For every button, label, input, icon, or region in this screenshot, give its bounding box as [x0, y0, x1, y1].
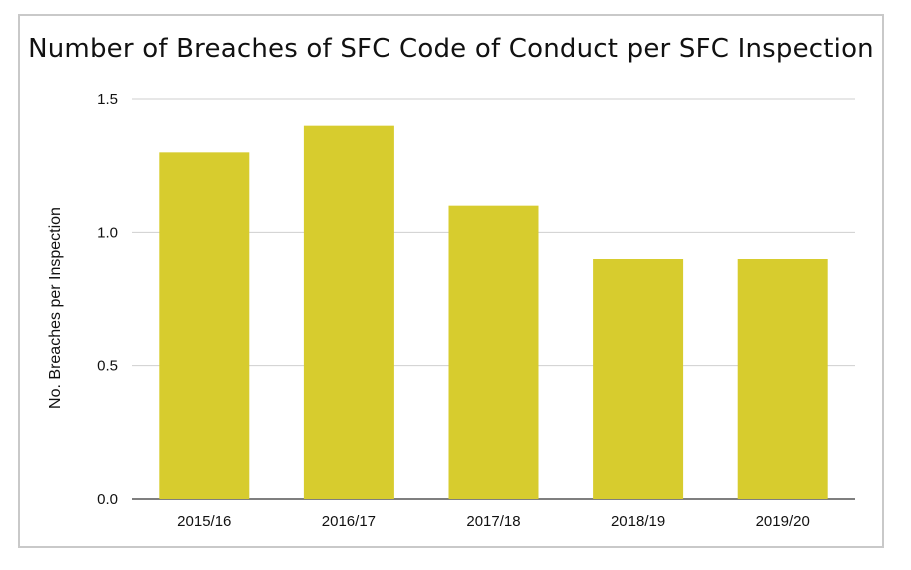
bar-2019/20: [737, 259, 828, 499]
x-tick-label: 2019/20: [756, 513, 810, 530]
chart-title: Number of Breaches of SFC Code of Conduc…: [28, 34, 874, 64]
y-axis-label: No. Breaches per Inspection: [47, 207, 64, 409]
bars: [159, 125, 828, 500]
y-tick-labels: 0.0 0.5 1.0 1.5: [97, 91, 118, 508]
y-tick-label: 0.5: [97, 358, 118, 375]
bar-2015/16: [159, 152, 250, 500]
y-tick-label: 1.0: [97, 224, 118, 241]
bar-2017/18: [448, 205, 539, 499]
x-tick-labels: 2015/16 2016/17 2017/18 2018/19 2019/20: [177, 513, 810, 530]
x-tick-label: 2017/18: [466, 513, 520, 530]
y-tick-label: 1.5: [97, 91, 118, 108]
bar-2016/17: [303, 125, 394, 500]
x-tick-label: 2015/16: [177, 513, 231, 530]
y-tick-label: 0.0: [97, 491, 118, 508]
x-tick-label: 2016/17: [322, 513, 376, 530]
x-tick-label: 2018/19: [611, 513, 665, 530]
bar-2018/19: [593, 259, 684, 499]
